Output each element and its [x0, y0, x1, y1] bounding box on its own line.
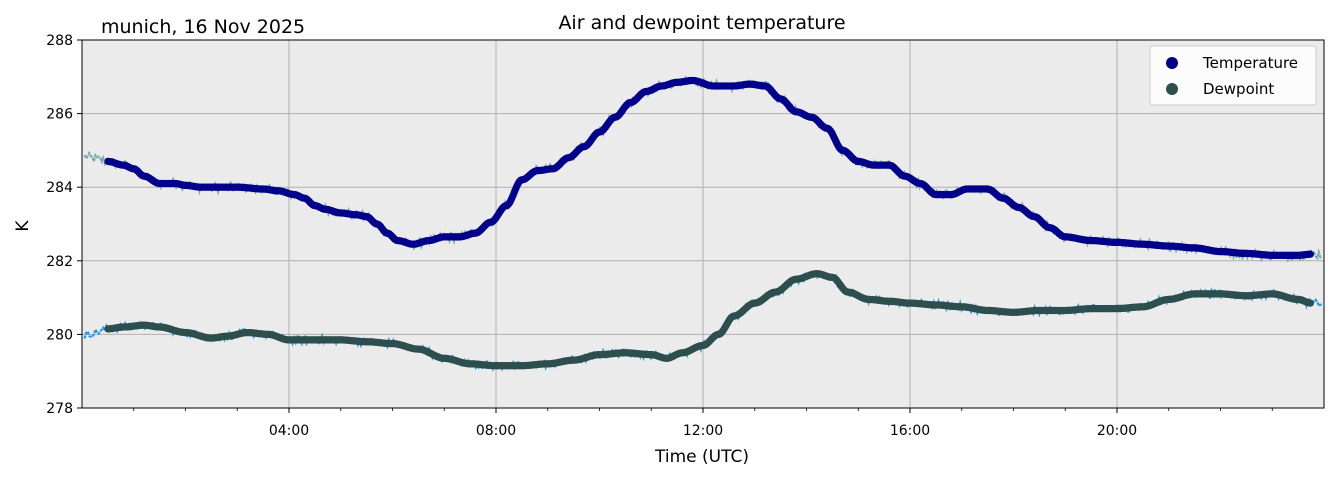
- legend-label-dewpoint: Dewpoint: [1203, 80, 1274, 98]
- x-tick-label: 16:00: [890, 423, 930, 439]
- series-dewpoint: [104, 270, 1314, 370]
- location-date-label: munich, 16 Nov 2025: [101, 16, 305, 38]
- series-markers: [104, 76, 1314, 370]
- y-tick-label: 284: [46, 180, 73, 196]
- y-tick-label: 278: [46, 401, 73, 417]
- data-point: [1306, 250, 1314, 258]
- x-tick-label: 04:00: [269, 423, 309, 439]
- legend-marker-temperature: [1166, 57, 1178, 69]
- x-tick-label: 08:00: [476, 423, 516, 439]
- y-tick-label: 286: [46, 107, 73, 123]
- x-tick-label: 12:00: [683, 423, 723, 439]
- series-temperature: [104, 76, 1314, 259]
- legend: Temperature Dewpoint: [1149, 45, 1317, 106]
- x-tick-label: 20:00: [1097, 423, 1137, 439]
- y-tick-label: 282: [46, 254, 73, 270]
- data-point: [1306, 299, 1314, 307]
- chart-title: Air and dewpoint temperature: [558, 12, 845, 34]
- y-tick-label: 288: [46, 33, 73, 49]
- legend-marker-dewpoint: [1166, 83, 1178, 95]
- x-axis: 04:00 08:00 12:00 16:00 20:00: [133, 408, 1273, 439]
- y-axis-label: K: [13, 220, 33, 232]
- legend-label-temperature: Temperature: [1202, 54, 1298, 72]
- x-axis-label: Time (UTC): [654, 447, 749, 467]
- y-axis: 278 280 282 284 286 288: [46, 33, 82, 417]
- legend-box: [1149, 45, 1317, 106]
- y-tick-label: 280: [46, 327, 73, 343]
